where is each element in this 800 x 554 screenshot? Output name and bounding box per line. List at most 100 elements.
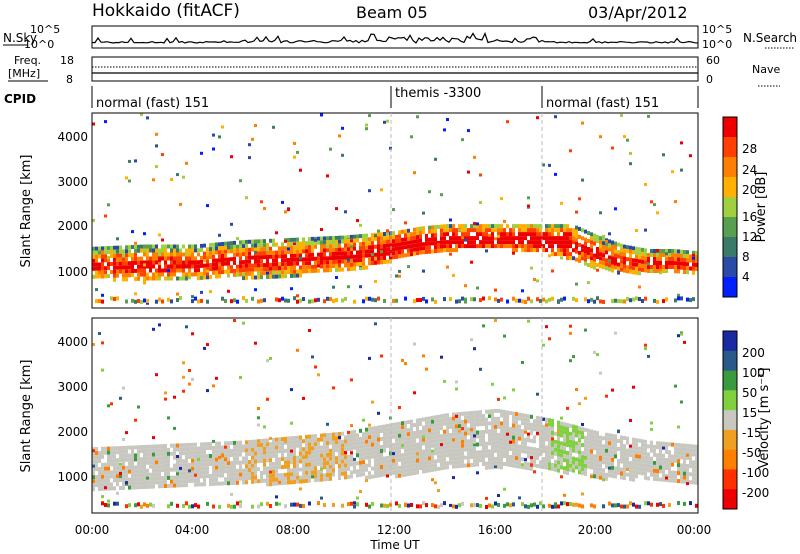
velocity-cell: [143, 473, 146, 477]
velocity-cell: [221, 461, 224, 466]
velocity-cell: [266, 478, 269, 483]
velocity-cell: [680, 467, 683, 472]
velocity-cell-near-range: [524, 504, 527, 509]
power-cell-sparse: [692, 256, 695, 260]
power-cell-sparse: [599, 135, 602, 139]
power-cell: [674, 265, 677, 270]
velocity-cell: [158, 468, 161, 473]
power-cell: [110, 262, 113, 266]
velocity-cell: [479, 418, 482, 423]
velocity-cell-sparse: [188, 382, 191, 386]
power-cell-near-range: [191, 299, 194, 304]
power-cell: [338, 243, 341, 248]
velocity-cell: [224, 469, 227, 474]
velocity-cell: [308, 434, 311, 439]
power-cell: [155, 268, 158, 273]
velocity-cell: [122, 453, 125, 458]
power-cell: [155, 276, 158, 281]
power-cell: [551, 248, 554, 253]
velocity-cell: [596, 467, 599, 472]
velocity-cell: [206, 454, 209, 459]
power-cell: [170, 260, 173, 265]
velocity-cell: [485, 465, 488, 470]
velocity-cell: [308, 462, 311, 467]
velocity-cell: [248, 476, 251, 480]
velocity-cell: [545, 429, 548, 434]
power-cell: [323, 268, 326, 273]
power-cell: [488, 236, 491, 241]
velocity-cell: [308, 442, 311, 447]
velocity-cell: [470, 415, 473, 419]
power-cell: [335, 251, 338, 256]
velocity-cell: [275, 469, 278, 474]
velocity-cell: [350, 438, 353, 443]
power-cell: [461, 224, 464, 229]
velocity-cell: [134, 445, 137, 450]
velocity-cell: [467, 451, 470, 456]
velocity-cell: [506, 454, 509, 459]
velocity-cell: [593, 466, 596, 471]
velocity-cell-near-range: [410, 503, 413, 507]
velocity-cell: [215, 473, 218, 478]
power-cell: [536, 236, 539, 241]
power-cell: [212, 270, 215, 275]
power-cell-sparse: [341, 153, 344, 157]
power-cell: [383, 260, 386, 264]
power-cell: [572, 228, 575, 233]
power-cell: [251, 267, 254, 272]
velocity-cell: [269, 454, 272, 459]
velocity-cell: [293, 476, 296, 480]
power-cell: [134, 244, 137, 249]
velocity-cell-near-range: [548, 503, 551, 508]
power-cell: [389, 235, 392, 240]
velocity-cell: [464, 423, 467, 428]
power-cell: [359, 254, 362, 259]
power-cell: [287, 262, 290, 266]
velocity-cell: [506, 442, 509, 447]
velocity-cell: [623, 460, 626, 464]
velocity-cell-sparse: [479, 367, 482, 371]
power-cell: [131, 253, 134, 257]
power-cell: [221, 270, 224, 274]
power-cell: [524, 228, 527, 233]
power-cell-sparse: [461, 138, 464, 142]
velocity-cell: [92, 455, 95, 460]
power-cell: [116, 253, 119, 258]
velocity-cell-near-range: [182, 503, 185, 508]
power-cell: [329, 252, 332, 257]
power-cell: [587, 263, 590, 267]
velocity-cell-sparse: [524, 430, 527, 434]
velocity-cell: [461, 439, 464, 444]
power-cell: [248, 239, 251, 244]
power-cell-sparse: [350, 239, 353, 243]
velocity-cell: [365, 439, 368, 444]
velocity-cell: [593, 458, 596, 463]
power-cell: [227, 249, 230, 254]
power-cell: [398, 254, 401, 259]
power-cell: [482, 244, 485, 249]
velocity-cell: [431, 459, 434, 464]
power-cell: [185, 276, 188, 281]
power-cell: [260, 255, 263, 260]
velocity-cell: [206, 462, 209, 467]
power-cell: [338, 235, 341, 240]
velocity-cell: [551, 419, 554, 423]
power-cell: [407, 244, 410, 249]
velocity-cell: [287, 464, 290, 469]
velocity-cell: [596, 475, 599, 480]
velocity-cell: [689, 448, 692, 453]
power-cell: [485, 232, 488, 237]
power-cell-near-range: [125, 299, 128, 304]
velocity-cell-near-range: [218, 504, 221, 509]
velocity-cell: [275, 457, 278, 462]
velocity-cell-sparse: [398, 406, 401, 409]
power-cell-sparse: [644, 228, 647, 232]
velocity-cell: [320, 437, 323, 442]
power-cell: [317, 236, 320, 241]
power-cell: [548, 224, 551, 229]
velocity-cell: [452, 464, 455, 469]
velocity-cell: [443, 465, 446, 470]
power-cell-sparse: [203, 259, 206, 263]
velocity-cell-near-range: [341, 503, 344, 508]
velocity-cell: [425, 432, 428, 437]
